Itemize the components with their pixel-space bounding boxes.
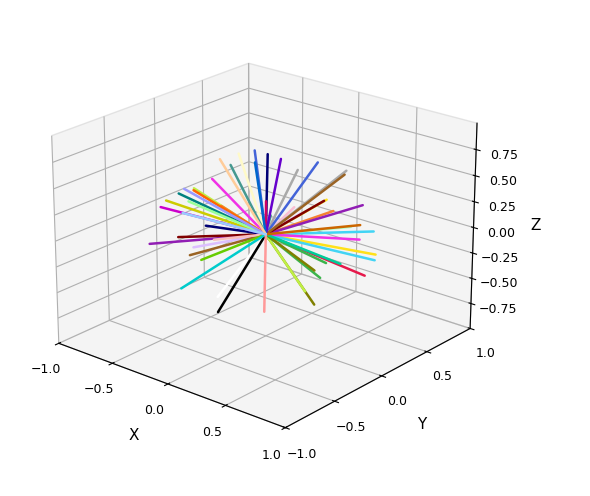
X-axis label: X: X <box>129 429 139 443</box>
Y-axis label: Y: Y <box>417 417 426 432</box>
